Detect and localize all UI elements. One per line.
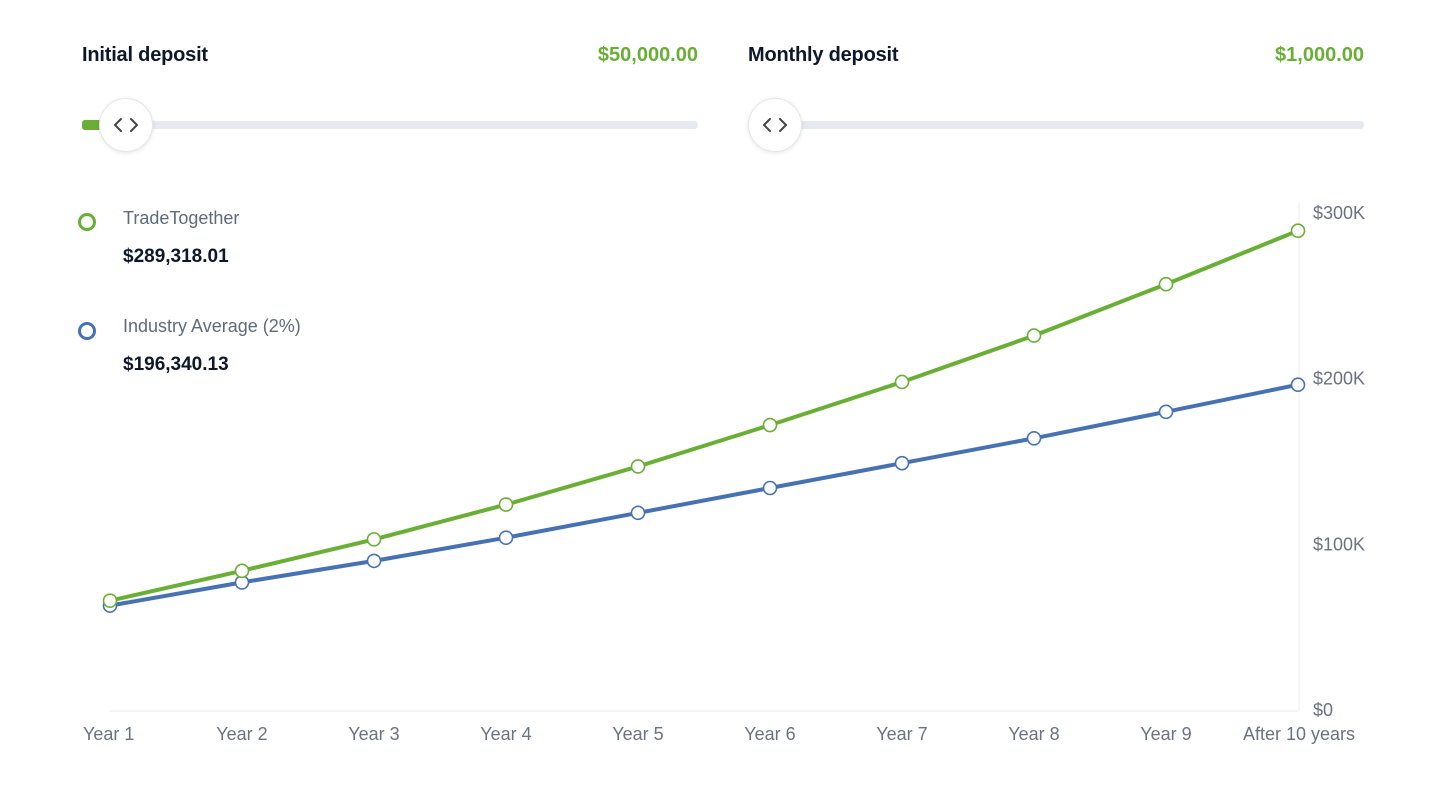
monthly-deposit-label: Monthly deposit [748, 44, 899, 66]
data-point [630, 459, 646, 474]
slider-track[interactable] [748, 121, 1364, 129]
data-point [498, 530, 514, 546]
initial-deposit-value: $50,000.00 [597, 44, 698, 66]
y-tick-label: $100K [1313, 534, 1365, 554]
x-tick-label: Year 6 [744, 724, 795, 744]
data-point [498, 497, 514, 512]
data-point [1158, 404, 1174, 420]
x-tick-label: Year 2 [216, 724, 267, 744]
x-tick-label: Year 4 [480, 724, 531, 744]
legend-series-name: Industry Average (2%) [123, 316, 301, 336]
x-tick-label: Year 8 [1008, 724, 1059, 744]
initial-deposit-label: Initial deposit [82, 44, 208, 66]
monthly-deposit-value: $1,000.00 [1275, 44, 1364, 66]
legend-series-value: $289,318.01 [123, 246, 229, 267]
series-line [108, 382, 1300, 608]
x-tick-label: After 10 years [1243, 724, 1355, 744]
data-point [630, 505, 646, 521]
legend-marker [78, 213, 96, 231]
x-tick-label: Year 7 [876, 724, 927, 744]
legend-series-value: $196,340.13 [123, 354, 229, 375]
slider-track[interactable] [82, 121, 698, 129]
initial-deposit-slider[interactable] [82, 98, 698, 152]
y-tick-label: $0 [1313, 700, 1333, 720]
x-tick-label: Year 9 [1140, 724, 1191, 744]
data-point [1290, 223, 1306, 238]
data-point [366, 532, 382, 547]
chevron-left-right-icon [114, 118, 138, 132]
data-point [366, 553, 382, 569]
data-point [234, 563, 250, 579]
y-tick-label: $200K [1313, 369, 1365, 389]
data-point [762, 480, 778, 496]
chevron-left-right-icon [763, 118, 787, 132]
slider-handle[interactable] [748, 98, 802, 152]
data-point [762, 417, 778, 433]
slider-handle[interactable] [99, 98, 153, 152]
data-point [1026, 431, 1042, 446]
series-line [108, 228, 1300, 603]
data-point [102, 593, 118, 608]
x-tick-label: Year 5 [612, 724, 663, 744]
data-point [894, 374, 910, 390]
monthly-deposit-slider[interactable] [748, 98, 1364, 152]
x-tick-label: Year 3 [348, 724, 399, 744]
legend-marker [78, 322, 96, 340]
data-point [1290, 377, 1306, 393]
legend-series-name: TradeTogether [123, 208, 240, 228]
y-tick-label: $300K [1313, 203, 1365, 223]
x-tick-label: Year 1 [83, 724, 134, 744]
data-point [894, 455, 910, 471]
data-point [1026, 328, 1042, 343]
data-point [1158, 276, 1174, 292]
